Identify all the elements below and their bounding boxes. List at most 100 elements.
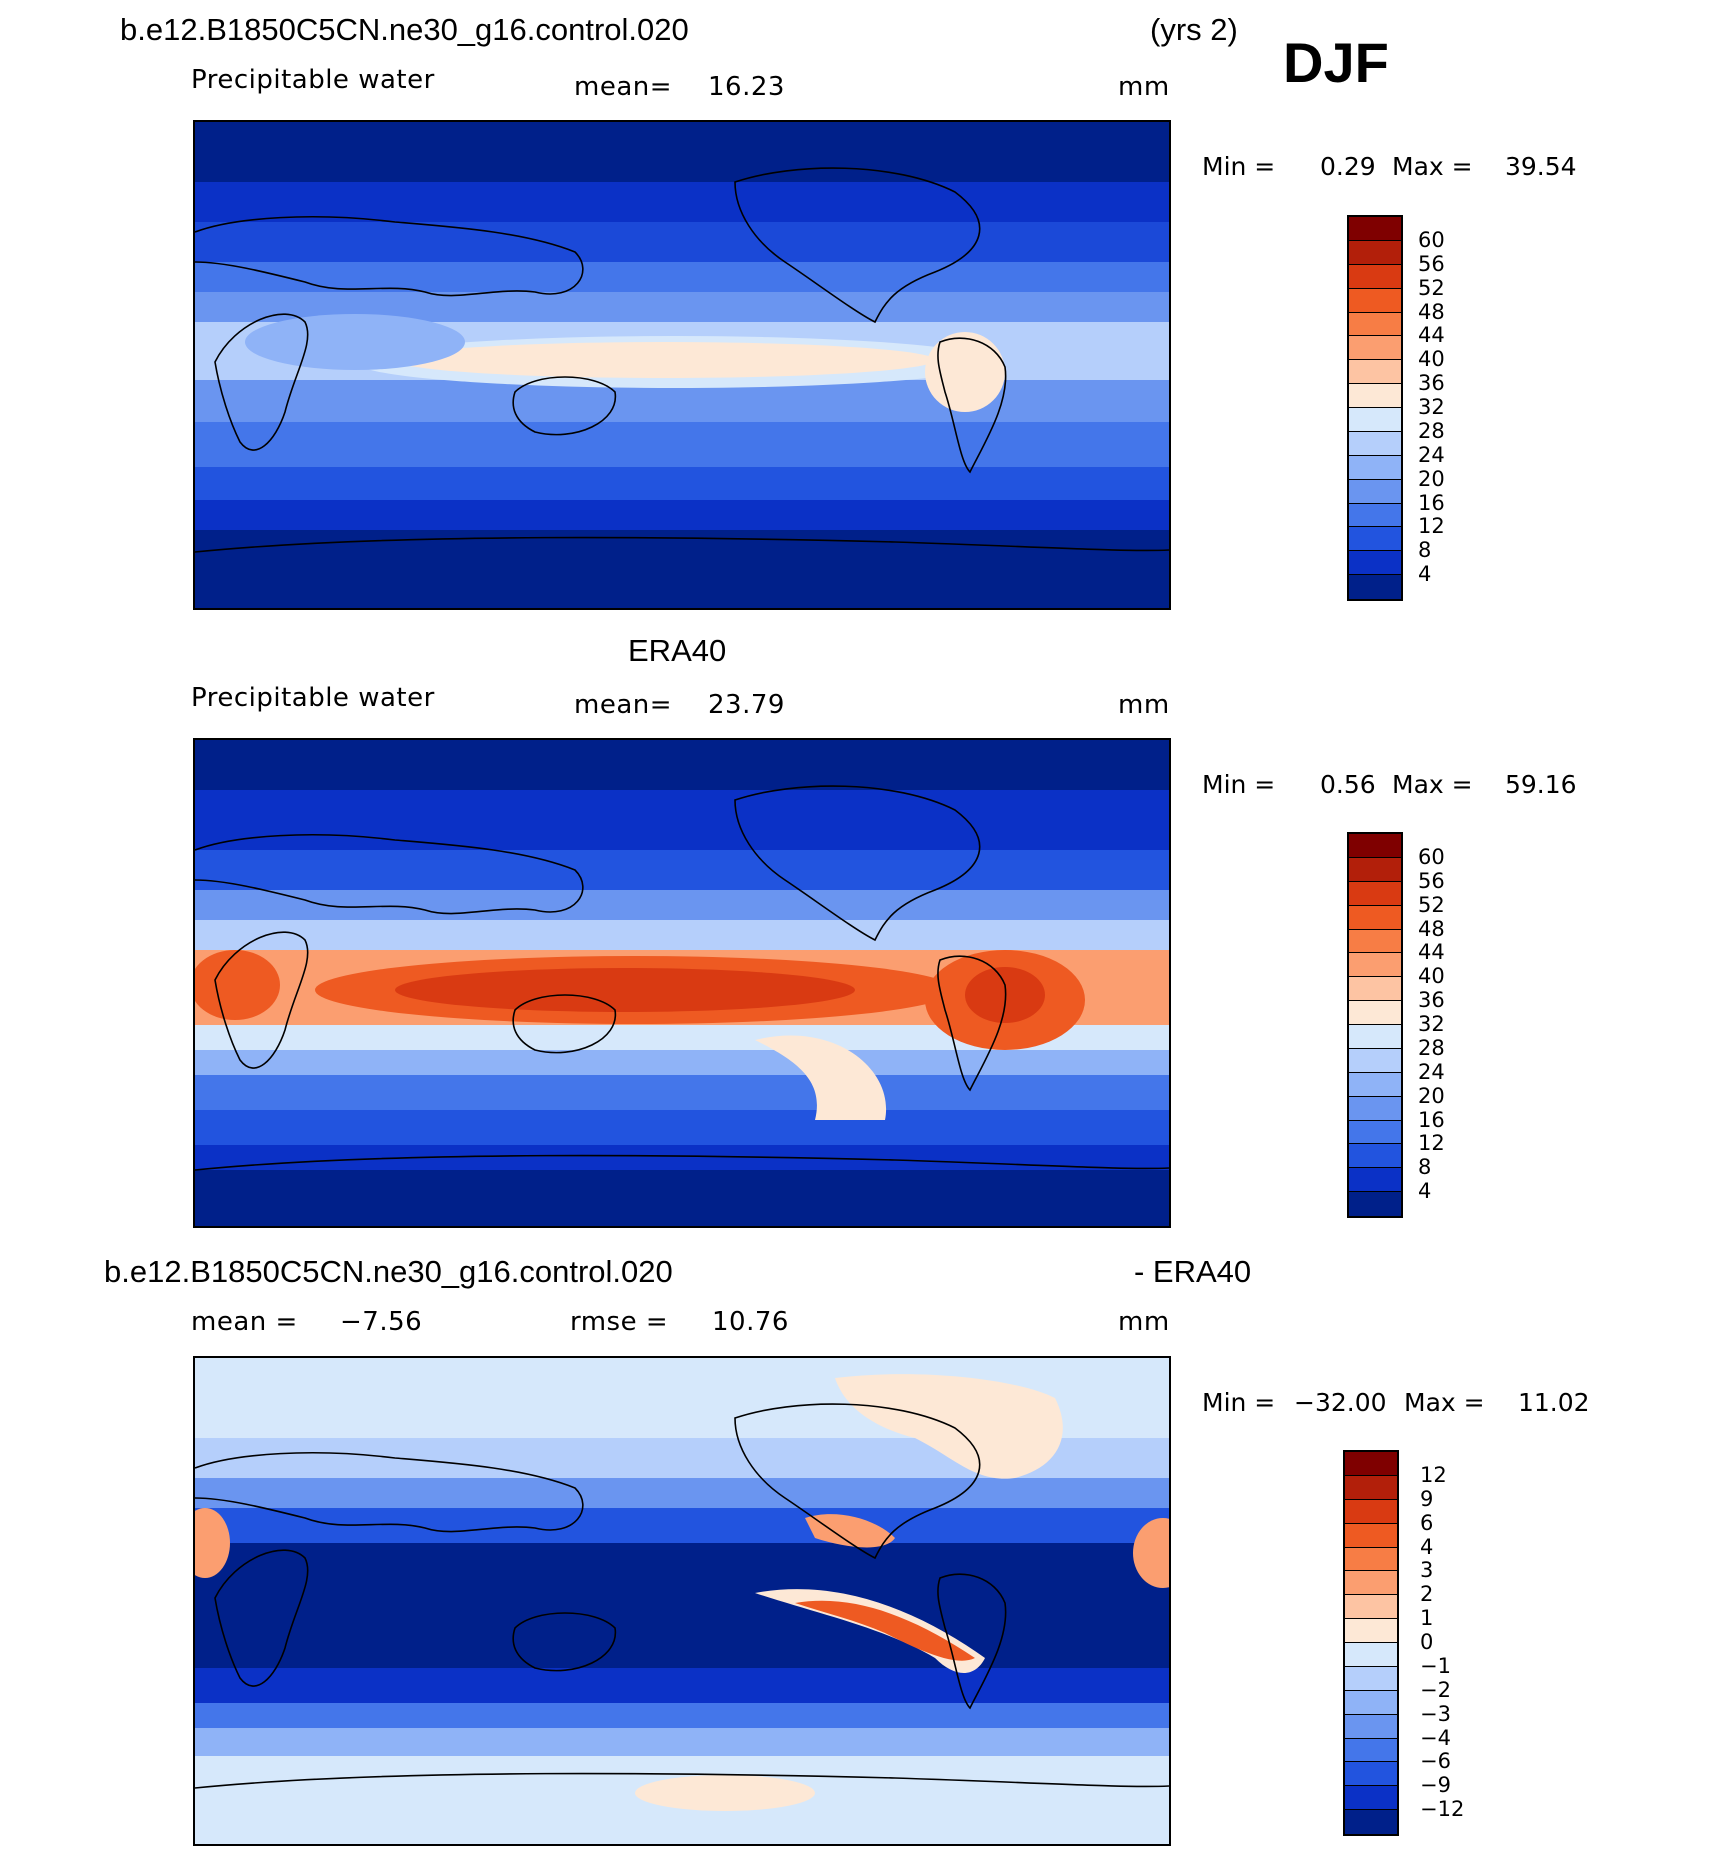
colorbar-segment [1349,360,1401,385]
panel1-mean-value: 16.23 [708,72,785,102]
colorbar-segment [1345,1452,1397,1476]
colorbar-tick-label: 60 [1418,844,1445,869]
years-label: (yrs 2) [1150,12,1238,47]
colorbar-tick-label: 1 [1420,1606,1434,1631]
colorbar-segment [1345,1475,1397,1500]
colorbar-tick-label: 44 [1418,940,1445,965]
colorbar-tick-label: 12 [1418,514,1445,539]
colorbar-segment [1349,929,1401,954]
colorbar-tick-label: 3 [1420,1558,1434,1583]
panel3-min-value: −32.00 [1294,1388,1387,1417]
colorbar-tick-label: 44 [1418,323,1445,348]
colorbar-segment [1349,953,1401,978]
panel2-min-label: Min = [1202,770,1276,799]
panel3-min-label: Min = [1202,1388,1276,1417]
colorbar-segment [1345,1762,1397,1787]
colorbar-segment [1349,240,1401,265]
colorbar-segment [1349,1168,1401,1193]
colorbar-tick-label: −4 [1420,1725,1451,1750]
colorbar-tick-label: 40 [1418,964,1445,989]
panel1-mean-label: mean= [574,72,673,102]
colorbar-segment [1349,217,1401,241]
colorbar-tick-label: −6 [1420,1749,1451,1774]
colorbar-segment [1349,431,1401,456]
colorbar-segment [1345,1810,1397,1834]
colorbar-segment [1349,264,1401,289]
colorbar-tick-label: 20 [1418,1083,1445,1108]
colorbar-tick-label: 4 [1420,1534,1434,1559]
colorbar-segment [1349,384,1401,408]
colorbar-segment [1349,857,1401,882]
colorbar-segment [1349,977,1401,1002]
colorbar-tick-label: 4 [1418,562,1432,587]
panel2-min-value: 0.56 [1320,770,1376,799]
colorbar-segment [1345,1547,1397,1572]
colorbar-tick-label: 12 [1420,1462,1447,1487]
colorbar-tick-label: 24 [1418,442,1445,467]
colorbar-segment [1349,336,1401,361]
panel3-units: mm [1118,1307,1170,1337]
panel2-mean-value: 23.79 [708,690,785,720]
colorbar-tick-label: 9 [1420,1486,1434,1511]
colorbar-segment [1349,905,1401,930]
colorbar-segment [1349,479,1401,504]
colorbar-segment [1349,1120,1401,1145]
colorbar-segment [1345,1714,1397,1739]
panel2-max-label: Max = [1392,770,1473,799]
colorbar-segment [1345,1666,1397,1691]
colorbar-segment [1345,1690,1397,1715]
colorbar-segment [1349,408,1401,432]
colorbar-segment [1349,527,1401,552]
colorbar-tick-label: −9 [1420,1773,1451,1798]
colorbar-tick-label: 40 [1418,347,1445,372]
colorbar-tick-label: 4 [1418,1179,1432,1204]
panel1-max-label: Max = [1392,152,1473,181]
colorbar-tick-label: 56 [1418,251,1445,276]
colorbar-tick-label: 52 [1418,892,1445,917]
colorbar-tick-label: 52 [1418,275,1445,300]
colorbar-segment [1349,1144,1401,1169]
panel1-min-label: Min = [1202,152,1276,181]
colorbar-tick-label: 2 [1420,1582,1434,1607]
colorbar-segment [1345,1523,1397,1548]
colorbar-segment [1345,1738,1397,1763]
panel2-max-value: 59.16 [1505,770,1577,799]
panel3-rmse-value: 10.76 [712,1307,789,1337]
colorbar-tick-label: 16 [1418,490,1445,515]
panel2-variable: Precipitable water [191,683,435,713]
colorbar-tick-label: 0 [1420,1630,1434,1654]
colorbar-tick-label: −12 [1420,1797,1465,1822]
panel3-mean-label: mean = [191,1307,298,1337]
colorbar-tick-label: 20 [1418,466,1445,491]
colorbar-tick-label: −3 [1420,1701,1451,1726]
panel1-min-value: 0.29 [1320,152,1376,181]
colorbar-segment [1349,575,1401,599]
colorbar-segment [1349,1072,1401,1097]
colorbar-tick-label: 36 [1418,988,1445,1013]
colorbar-tick-label: 28 [1418,418,1445,443]
colorbar-segment [1349,551,1401,576]
panel3-colorbar [1343,1450,1399,1836]
colorbar-segment [1349,312,1401,337]
panel3-max-label: Max = [1404,1388,1485,1417]
colorbar-tick-label: −1 [1420,1653,1451,1678]
panel1-colorbar [1347,215,1403,601]
colorbar-segment [1349,455,1401,480]
colorbar-segment [1349,1025,1401,1049]
colorbar-segment [1349,1048,1401,1073]
colorbar-segment [1345,1595,1397,1620]
panel2-title: ERA40 [628,633,727,668]
colorbar-segment [1345,1786,1397,1811]
panel1-max-value: 39.54 [1505,152,1577,181]
panel2-units: mm [1118,690,1170,720]
colorbar-segment [1345,1571,1397,1596]
colorbar-segment [1349,834,1401,858]
colorbar-segment [1349,1096,1401,1121]
colorbar-segment [1349,503,1401,528]
colorbar-tick-label: 48 [1418,299,1445,324]
panel2-colorbar [1347,832,1403,1218]
colorbar-segment [1349,881,1401,906]
panel3-max-value: 11.02 [1518,1388,1590,1417]
colorbar-segment [1345,1499,1397,1524]
colorbar-segment [1349,1001,1401,1025]
